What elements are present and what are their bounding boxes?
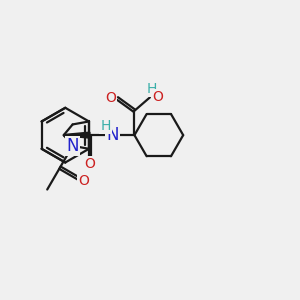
Text: H: H xyxy=(100,118,111,133)
Text: O: O xyxy=(84,157,95,171)
Text: N: N xyxy=(106,126,118,144)
Text: N: N xyxy=(66,137,79,155)
Text: O: O xyxy=(105,91,116,105)
Text: O: O xyxy=(152,90,163,104)
Text: H: H xyxy=(146,82,157,96)
Text: O: O xyxy=(78,174,89,188)
Polygon shape xyxy=(64,132,90,138)
